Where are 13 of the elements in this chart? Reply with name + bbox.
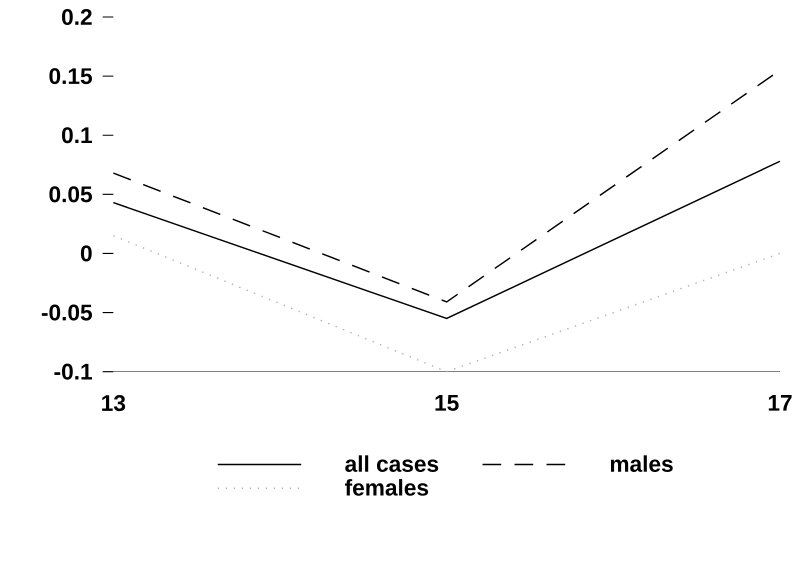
legend-label: all cases	[345, 455, 438, 472]
y-tick-label: 0.2	[62, 8, 92, 26]
y-tick-label: 0	[80, 245, 92, 262]
y-tick-label: -0.05	[42, 304, 92, 321]
legend-label: males	[610, 455, 673, 472]
y-tick-label: 0.15	[49, 68, 92, 84]
legend-label: females	[345, 479, 428, 496]
y-tick-label: -0.1	[54, 364, 92, 380]
x-tick-label: 17	[768, 395, 792, 411]
x-tick-label: 13	[102, 395, 126, 412]
y-tick-label: 0.1	[62, 127, 92, 144]
x-tick-label: 15	[435, 395, 459, 411]
y-tick-label: 0.05	[49, 186, 92, 202]
